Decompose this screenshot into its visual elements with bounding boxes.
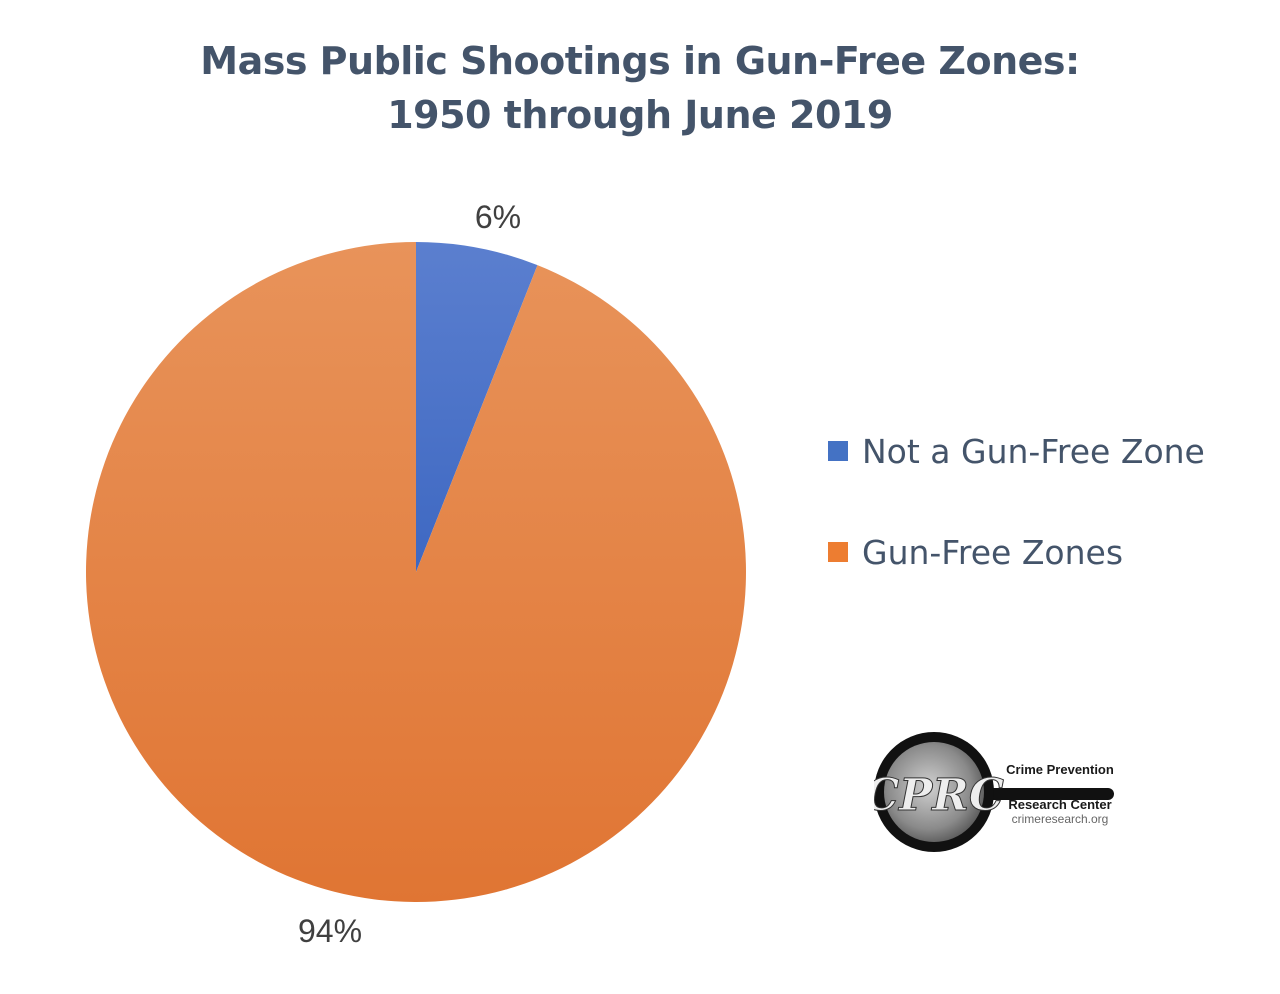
logo-line-2: Research Center <box>1008 797 1112 812</box>
legend-label-not-gun-free: Not a Gun-Free Zone <box>862 431 1205 471</box>
logo-line-3: crimeresearch.org <box>1011 812 1109 826</box>
cprc-logo: CPRC <box>874 732 1114 852</box>
chart-legend: Not a Gun-Free Zone Gun-Free Zones <box>828 428 1205 630</box>
pie-slice-not-gun-free <box>416 242 538 572</box>
legend-item-gun-free: Gun-Free Zones <box>828 529 1205 575</box>
chart-title-block: Mass Public Shootings in Gun-Free Zones:… <box>0 34 1280 142</box>
pie-slice-gun-free <box>85 242 746 902</box>
logo-text: Crime Prevention Research Center crimere… <box>990 762 1130 826</box>
magnifier-lens <box>884 742 984 842</box>
chart-title: Mass Public Shootings in Gun-Free Zones: <box>200 39 1080 83</box>
data-label-gun-free: 94% <box>298 913 362 949</box>
legend-swatch-not-gun-free <box>828 441 848 461</box>
data-label-not-gun-free: 6% <box>475 199 521 235</box>
logo-initials: CPRC <box>874 770 1004 821</box>
logo-line-1: Crime Prevention <box>1006 762 1114 777</box>
magnifier-handle <box>984 788 1114 800</box>
legend-label-gun-free: Gun-Free Zones <box>862 532 1124 572</box>
legend-swatch-gun-free <box>828 542 848 562</box>
legend-item-not-gun-free: Not a Gun-Free Zone <box>828 428 1205 474</box>
chart-subtitle: 1950 through June 2019 <box>387 93 893 137</box>
